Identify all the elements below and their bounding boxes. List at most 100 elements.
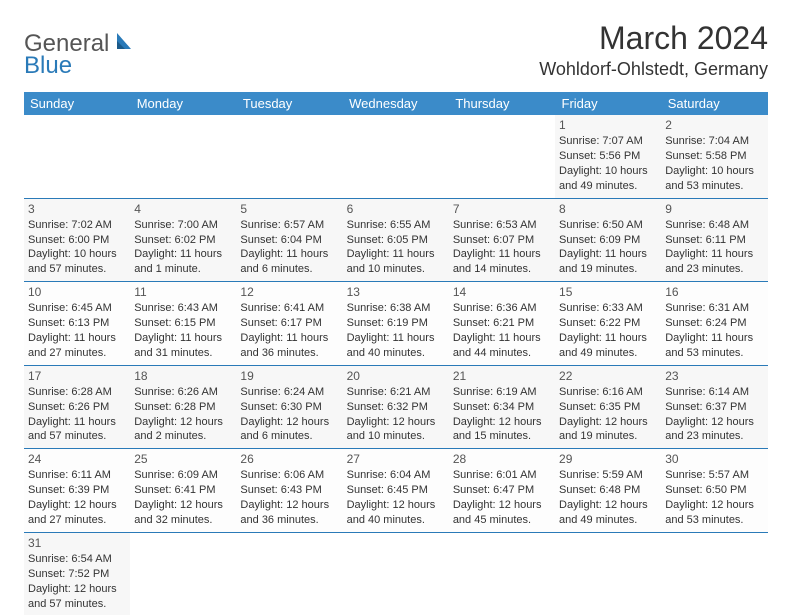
day-number: 3	[28, 201, 126, 217]
day-info: Sunrise: 7:07 AMSunset: 5:56 PMDaylight:…	[559, 134, 657, 193]
day-number: 5	[240, 201, 338, 217]
calendar-cell: 30Sunrise: 5:57 AMSunset: 6:50 PMDayligh…	[661, 449, 767, 533]
day-info: Sunrise: 6:41 AMSunset: 6:17 PMDaylight:…	[240, 301, 338, 360]
day-info: Sunrise: 7:00 AMSunset: 6:02 PMDaylight:…	[134, 218, 232, 277]
day-number: 17	[28, 368, 126, 384]
day-info: Sunrise: 6:50 AMSunset: 6:09 PMDaylight:…	[559, 218, 657, 277]
day-number: 1	[559, 117, 657, 133]
calendar-row: 17Sunrise: 6:28 AMSunset: 6:26 PMDayligh…	[24, 365, 768, 449]
calendar-cell: 20Sunrise: 6:21 AMSunset: 6:32 PMDayligh…	[343, 365, 449, 449]
day-number: 30	[665, 451, 763, 467]
calendar-cell: 12Sunrise: 6:41 AMSunset: 6:17 PMDayligh…	[236, 282, 342, 366]
calendar-cell: 16Sunrise: 6:31 AMSunset: 6:24 PMDayligh…	[661, 282, 767, 366]
calendar-cell: 6Sunrise: 6:55 AMSunset: 6:05 PMDaylight…	[343, 198, 449, 282]
month-title: March 2024	[539, 20, 768, 57]
day-info: Sunrise: 6:24 AMSunset: 6:30 PMDaylight:…	[240, 385, 338, 444]
day-info: Sunrise: 6:01 AMSunset: 6:47 PMDaylight:…	[453, 468, 551, 527]
day-number: 22	[559, 368, 657, 384]
logo-sail-icon	[113, 31, 135, 58]
day-info: Sunrise: 6:38 AMSunset: 6:19 PMDaylight:…	[347, 301, 445, 360]
day-info: Sunrise: 6:11 AMSunset: 6:39 PMDaylight:…	[28, 468, 126, 527]
calendar-cell	[555, 532, 661, 615]
calendar-cell: 1Sunrise: 7:07 AMSunset: 5:56 PMDaylight…	[555, 115, 661, 198]
calendar-cell: 19Sunrise: 6:24 AMSunset: 6:30 PMDayligh…	[236, 365, 342, 449]
day-number: 11	[134, 284, 232, 300]
day-info: Sunrise: 6:19 AMSunset: 6:34 PMDaylight:…	[453, 385, 551, 444]
day-number: 8	[559, 201, 657, 217]
day-info: Sunrise: 6:14 AMSunset: 6:37 PMDaylight:…	[665, 385, 763, 444]
day-number: 9	[665, 201, 763, 217]
day-number: 24	[28, 451, 126, 467]
day-info: Sunrise: 6:43 AMSunset: 6:15 PMDaylight:…	[134, 301, 232, 360]
calendar-row: 1Sunrise: 7:07 AMSunset: 5:56 PMDaylight…	[24, 115, 768, 198]
calendar-cell	[130, 532, 236, 615]
day-info: Sunrise: 6:45 AMSunset: 6:13 PMDaylight:…	[28, 301, 126, 360]
day-info: Sunrise: 6:09 AMSunset: 6:41 PMDaylight:…	[134, 468, 232, 527]
calendar-cell: 15Sunrise: 6:33 AMSunset: 6:22 PMDayligh…	[555, 282, 661, 366]
day-info: Sunrise: 7:02 AMSunset: 6:00 PMDaylight:…	[28, 218, 126, 277]
day-number: 13	[347, 284, 445, 300]
calendar-row: 3Sunrise: 7:02 AMSunset: 6:00 PMDaylight…	[24, 198, 768, 282]
day-number: 19	[240, 368, 338, 384]
day-number: 12	[240, 284, 338, 300]
day-info: Sunrise: 6:31 AMSunset: 6:24 PMDaylight:…	[665, 301, 763, 360]
day-info: Sunrise: 5:57 AMSunset: 6:50 PMDaylight:…	[665, 468, 763, 527]
calendar-cell: 3Sunrise: 7:02 AMSunset: 6:00 PMDaylight…	[24, 198, 130, 282]
day-info: Sunrise: 6:57 AMSunset: 6:04 PMDaylight:…	[240, 218, 338, 277]
day-info: Sunrise: 6:16 AMSunset: 6:35 PMDaylight:…	[559, 385, 657, 444]
calendar-cell: 18Sunrise: 6:26 AMSunset: 6:28 PMDayligh…	[130, 365, 236, 449]
day-number: 28	[453, 451, 551, 467]
calendar-cell: 26Sunrise: 6:06 AMSunset: 6:43 PMDayligh…	[236, 449, 342, 533]
day-info: Sunrise: 6:54 AMSunset: 7:52 PMDaylight:…	[28, 552, 126, 611]
calendar-cell: 13Sunrise: 6:38 AMSunset: 6:19 PMDayligh…	[343, 282, 449, 366]
day-info: Sunrise: 6:04 AMSunset: 6:45 PMDaylight:…	[347, 468, 445, 527]
weekday-header: Wednesday	[343, 92, 449, 115]
weekday-header: Friday	[555, 92, 661, 115]
calendar-cell: 21Sunrise: 6:19 AMSunset: 6:34 PMDayligh…	[449, 365, 555, 449]
calendar-cell	[236, 115, 342, 198]
location-text: Wohldorf-Ohlstedt, Germany	[539, 59, 768, 80]
calendar-cell	[130, 115, 236, 198]
calendar-row: 10Sunrise: 6:45 AMSunset: 6:13 PMDayligh…	[24, 282, 768, 366]
calendar-cell: 5Sunrise: 6:57 AMSunset: 6:04 PMDaylight…	[236, 198, 342, 282]
calendar-row: 31Sunrise: 6:54 AMSunset: 7:52 PMDayligh…	[24, 532, 768, 615]
weekday-header: Sunday	[24, 92, 130, 115]
calendar-cell: 2Sunrise: 7:04 AMSunset: 5:58 PMDaylight…	[661, 115, 767, 198]
calendar-cell: 28Sunrise: 6:01 AMSunset: 6:47 PMDayligh…	[449, 449, 555, 533]
calendar-cell: 9Sunrise: 6:48 AMSunset: 6:11 PMDaylight…	[661, 198, 767, 282]
day-info: Sunrise: 6:53 AMSunset: 6:07 PMDaylight:…	[453, 218, 551, 277]
calendar-cell	[236, 532, 342, 615]
calendar-cell	[449, 115, 555, 198]
day-number: 29	[559, 451, 657, 467]
day-number: 6	[347, 201, 445, 217]
calendar-body: 1Sunrise: 7:07 AMSunset: 5:56 PMDaylight…	[24, 115, 768, 615]
day-info: Sunrise: 6:21 AMSunset: 6:32 PMDaylight:…	[347, 385, 445, 444]
day-number: 2	[665, 117, 763, 133]
day-info: Sunrise: 7:04 AMSunset: 5:58 PMDaylight:…	[665, 134, 763, 193]
day-number: 16	[665, 284, 763, 300]
page-header: General March 2024 Wohldorf-Ohlstedt, Ge…	[24, 20, 768, 80]
calendar-cell: 22Sunrise: 6:16 AMSunset: 6:35 PMDayligh…	[555, 365, 661, 449]
calendar-cell: 23Sunrise: 6:14 AMSunset: 6:37 PMDayligh…	[661, 365, 767, 449]
calendar-cell: 27Sunrise: 6:04 AMSunset: 6:45 PMDayligh…	[343, 449, 449, 533]
day-number: 25	[134, 451, 232, 467]
title-block: March 2024 Wohldorf-Ohlstedt, Germany	[539, 20, 768, 80]
calendar-cell: 4Sunrise: 7:00 AMSunset: 6:02 PMDaylight…	[130, 198, 236, 282]
calendar-cell: 31Sunrise: 6:54 AMSunset: 7:52 PMDayligh…	[24, 532, 130, 615]
calendar-cell: 8Sunrise: 6:50 AMSunset: 6:09 PMDaylight…	[555, 198, 661, 282]
day-number: 14	[453, 284, 551, 300]
weekday-header: Saturday	[661, 92, 767, 115]
day-number: 27	[347, 451, 445, 467]
day-number: 31	[28, 535, 126, 551]
calendar-cell: 24Sunrise: 6:11 AMSunset: 6:39 PMDayligh…	[24, 449, 130, 533]
calendar-cell	[343, 532, 449, 615]
day-info: Sunrise: 5:59 AMSunset: 6:48 PMDaylight:…	[559, 468, 657, 527]
calendar-cell: 29Sunrise: 5:59 AMSunset: 6:48 PMDayligh…	[555, 449, 661, 533]
calendar-cell: 11Sunrise: 6:43 AMSunset: 6:15 PMDayligh…	[130, 282, 236, 366]
day-info: Sunrise: 6:48 AMSunset: 6:11 PMDaylight:…	[665, 218, 763, 277]
calendar-cell	[343, 115, 449, 198]
logo-blue-text: Blue	[24, 52, 72, 80]
calendar-cell	[24, 115, 130, 198]
day-number: 23	[665, 368, 763, 384]
day-number: 4	[134, 201, 232, 217]
